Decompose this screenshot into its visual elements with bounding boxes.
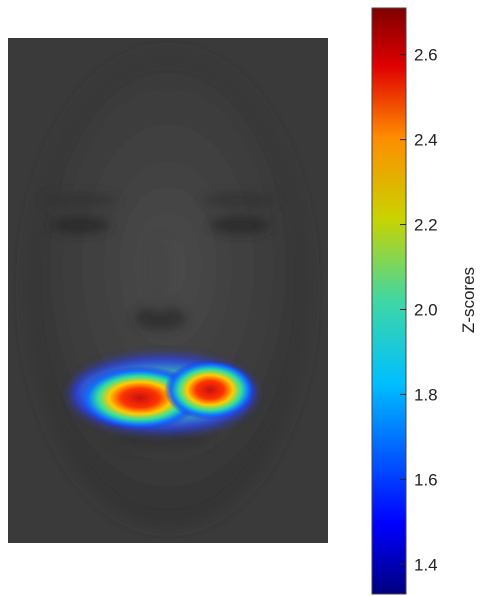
colorbar-tick-label: 1.8 xyxy=(414,385,438,404)
colorbar-tick-label: 1.4 xyxy=(414,555,438,574)
hotspot-right-mouth-corner xyxy=(164,360,256,420)
colorbar-tick-label: 2.2 xyxy=(414,216,438,235)
colorbar: 1.4 1.6 1.8 2.0 2.2 2.4 2.6 xyxy=(371,7,438,595)
colorbar-gradient xyxy=(371,7,407,595)
colorbar-tick-label: 2.6 xyxy=(414,46,438,65)
colorbar-label: Z-scores xyxy=(459,267,478,333)
zscore-overlay xyxy=(71,356,256,432)
colorbar-tick-label: 2.0 xyxy=(414,300,438,319)
colorbar-tick-label: 1.6 xyxy=(414,470,438,489)
face-photo xyxy=(8,38,328,543)
colorbar-tick-label: 2.4 xyxy=(414,131,438,150)
